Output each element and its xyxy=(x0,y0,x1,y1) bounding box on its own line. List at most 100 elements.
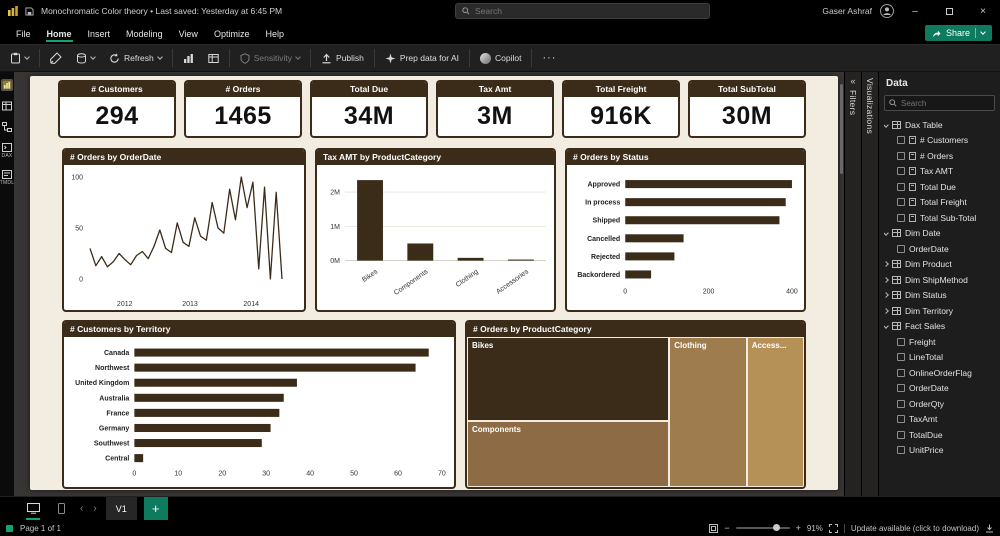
menu-item-optimize[interactable]: Optimize xyxy=(213,28,250,39)
field-search-box[interactable] xyxy=(884,95,995,111)
kpi-card[interactable]: Tax Amt 3M xyxy=(436,80,554,138)
report-page[interactable]: # Customers 294 # Orders 1465 Total Due 34M Ta… xyxy=(30,76,838,490)
report-view-icon[interactable] xyxy=(1,79,13,91)
global-search-box[interactable] xyxy=(455,3,710,19)
get-data-dropdown-icon[interactable] xyxy=(90,54,96,60)
format-painter-icon[interactable] xyxy=(46,49,66,67)
line-chart-card[interactable]: # Orders by OrderDate 0 50 100 2012 2013 2014 xyxy=(62,148,306,312)
treemap-body[interactable]: Bikes Components Clothing Access... xyxy=(467,337,804,487)
copilot-button[interactable]: Copilot xyxy=(476,50,525,67)
chevron-right-icon[interactable] xyxy=(884,261,889,268)
next-page-icon[interactable]: › xyxy=(93,503,97,514)
expand-pane-icon[interactable]: « xyxy=(850,76,856,86)
share-button[interactable]: Share xyxy=(924,25,992,41)
field-checkbox[interactable] xyxy=(897,167,905,176)
chevron-down-icon[interactable] xyxy=(884,230,889,237)
dax-query-view-icon[interactable]: DAX xyxy=(2,143,13,159)
chevron-down-icon[interactable] xyxy=(884,323,889,330)
update-available-link[interactable]: Update available (click to download) xyxy=(850,523,979,533)
kpi-card[interactable]: # Customers 294 xyxy=(58,80,176,138)
column-chart-body[interactable]: 0M 1M 2M Bikes Components Clothing Accessories xyxy=(317,165,554,310)
field-row-orderqty[interactable]: OrderQty xyxy=(884,396,995,412)
new-visual-icon[interactable] xyxy=(179,50,198,67)
field-row-tax-amt[interactable]: Tax AMT xyxy=(884,164,995,180)
download-icon[interactable] xyxy=(985,524,994,533)
maximize-button[interactable] xyxy=(936,0,962,22)
field-checkbox[interactable] xyxy=(897,213,905,222)
report-canvas[interactable]: # Customers 294 # Orders 1465 Total Due 34M Ta… xyxy=(14,72,844,496)
treemap-node-clothing[interactable]: Clothing xyxy=(669,337,747,487)
field-checkbox[interactable] xyxy=(897,151,905,160)
field-checkbox[interactable] xyxy=(897,353,905,362)
field-checkbox[interactable] xyxy=(897,198,905,207)
field-row-taxamt[interactable]: TaxAmt xyxy=(884,412,995,428)
kpi-card[interactable]: Total Due 34M xyxy=(310,80,428,138)
field-row-onlineorderflag[interactable]: OnlineOrderFlag xyxy=(884,365,995,381)
avatar[interactable] xyxy=(880,4,894,18)
zoom-out-button[interactable]: − xyxy=(724,523,730,533)
visualizations-pane-collapsed[interactable]: Visualizations xyxy=(861,72,878,496)
refresh-button[interactable]: Refresh xyxy=(105,50,166,67)
field-row-orderdate[interactable]: OrderDate xyxy=(884,381,995,397)
minimize-button[interactable]: – xyxy=(912,5,918,17)
menu-item-home[interactable]: Home xyxy=(39,25,80,42)
field-search-input[interactable] xyxy=(901,98,990,108)
table-view-icon[interactable] xyxy=(2,101,12,111)
field-checkbox[interactable] xyxy=(897,384,905,393)
field-row-#-orders[interactable]: # Orders xyxy=(884,148,995,164)
chevron-right-icon[interactable] xyxy=(884,276,889,283)
mobile-layout-icon[interactable] xyxy=(50,497,72,521)
territory-bar-chart-card[interactable]: # Customers by Territory Canada Northwest… xyxy=(62,320,456,489)
field-row-linetotal[interactable]: LineTotal xyxy=(884,350,995,366)
table-row-dim-shipmethod[interactable]: Dim ShipMethod xyxy=(884,272,995,288)
field-checkbox[interactable] xyxy=(897,399,905,408)
prep-data-ai-button[interactable]: Prep data for AI xyxy=(381,50,463,67)
status-bar-chart-body[interactable]: Approved In process Shipped Cancelled Reject… xyxy=(567,165,804,310)
field-row-orderdate[interactable]: OrderDate xyxy=(884,241,995,257)
tmdl-view-icon[interactable]: TMDL xyxy=(0,170,14,186)
field-row-unitprice[interactable]: UnitPrice xyxy=(884,443,995,459)
prev-page-icon[interactable]: ‹ xyxy=(80,503,84,514)
table-row-dim-status[interactable]: Dim Status xyxy=(884,288,995,304)
model-view-icon[interactable] xyxy=(2,122,12,132)
menu-item-view[interactable]: View xyxy=(178,28,198,39)
zoom-in-button[interactable]: + xyxy=(795,523,801,533)
field-row-#-customers[interactable]: # Customers xyxy=(884,133,995,149)
kpi-card[interactable]: Total Freight 916K xyxy=(562,80,680,138)
share-dropdown-icon[interactable] xyxy=(980,29,986,35)
paste-dropdown-icon[interactable] xyxy=(24,54,30,60)
page-tab-v1[interactable]: V1 xyxy=(104,496,138,521)
field-checkbox[interactable] xyxy=(897,136,905,145)
field-row-totaldue[interactable]: TotalDue xyxy=(884,427,995,443)
field-checkbox[interactable] xyxy=(897,430,905,439)
kpi-card[interactable]: # Orders 1465 xyxy=(184,80,302,138)
treemap-node-access[interactable]: Access... xyxy=(746,337,804,487)
field-checkbox[interactable] xyxy=(897,182,905,191)
menu-item-file[interactable]: File xyxy=(16,28,31,39)
new-table-icon[interactable] xyxy=(204,50,223,67)
filters-pane-collapsed[interactable]: « Filters xyxy=(844,72,861,496)
field-checkbox[interactable] xyxy=(897,244,905,253)
menu-item-help[interactable]: Help xyxy=(265,28,284,39)
get-data-button[interactable] xyxy=(72,50,99,67)
canvas-scrollbar[interactable] xyxy=(840,84,843,174)
table-row-dax-table[interactable]: Dax Table xyxy=(884,117,995,133)
fullscreen-icon[interactable] xyxy=(828,523,838,533)
table-row-fact-sales[interactable]: Fact Sales xyxy=(884,319,995,335)
field-checkbox[interactable] xyxy=(897,446,905,455)
field-row-freight[interactable]: Freight xyxy=(884,334,995,350)
chevron-right-icon[interactable] xyxy=(884,292,889,299)
save-icon[interactable] xyxy=(25,6,34,16)
desktop-layout-icon[interactable] xyxy=(22,497,44,521)
line-chart-body[interactable]: 0 50 100 2012 2013 2014 xyxy=(64,165,304,310)
territory-bar-chart-body[interactable]: Canada Northwest United Kingdom Australia Fr… xyxy=(64,337,454,487)
table-row-dim-territory[interactable]: Dim Territory xyxy=(884,303,995,319)
field-checkbox[interactable] xyxy=(897,415,905,424)
more-commands-button[interactable]: ··· xyxy=(542,52,557,64)
fit-to-page-icon[interactable] xyxy=(709,523,719,533)
column-chart-card[interactable]: Tax AMT by ProductCategory 0M 1M 2M Bikes Co… xyxy=(315,148,556,312)
publish-button[interactable]: Publish xyxy=(317,50,368,67)
kpi-card[interactable]: Total SubTotal 30M xyxy=(688,80,806,138)
menu-item-modeling[interactable]: Modeling xyxy=(126,28,163,39)
paste-button[interactable] xyxy=(6,49,33,67)
